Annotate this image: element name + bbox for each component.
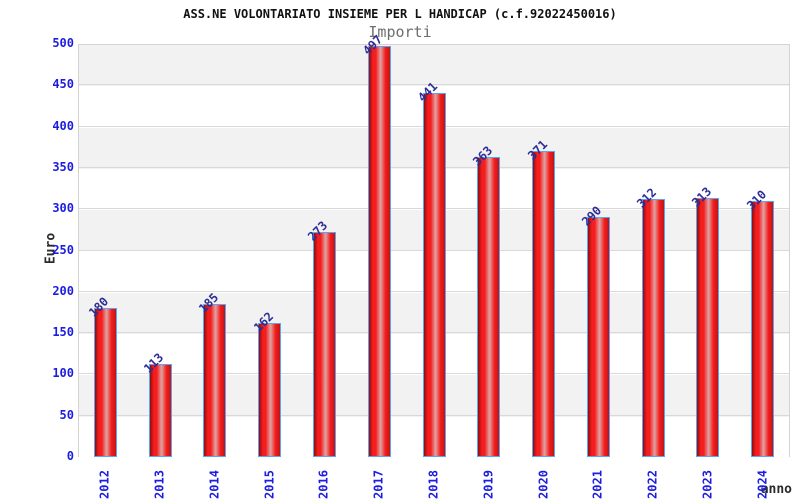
y-tick-label: 400 — [52, 118, 74, 133]
bar-2021 — [586, 217, 610, 457]
x-tick-label: 2015 — [262, 470, 277, 499]
bar-2023 — [696, 198, 720, 457]
y-tick-label: 250 — [52, 242, 74, 257]
x-tick-label: 2019 — [481, 470, 496, 499]
x-tick-label: 2024 — [755, 470, 770, 499]
y-tick-label: 100 — [52, 366, 74, 381]
x-tick-label: 2018 — [426, 470, 441, 499]
bar-2018 — [422, 93, 446, 457]
x-tick-label: 2013 — [152, 470, 167, 499]
y-tick-label: 150 — [52, 325, 74, 340]
x-tick-label: 2022 — [645, 470, 660, 499]
bar-2024 — [751, 201, 775, 457]
bar-2016 — [312, 232, 336, 457]
y-tick-label: 300 — [52, 201, 74, 216]
y-tick-label: 450 — [52, 77, 74, 92]
y-tick-label: 350 — [52, 159, 74, 174]
x-tick-label: 2023 — [700, 470, 715, 499]
bar-2015 — [258, 323, 282, 457]
x-tick-label: 2016 — [316, 470, 331, 499]
bar-2012 — [93, 308, 117, 457]
x-tick-label: 2014 — [207, 470, 222, 499]
plot-band — [79, 45, 789, 87]
x-tick-label: 2012 — [97, 470, 112, 499]
x-tick-label: 2020 — [536, 470, 551, 499]
bar-2022 — [641, 199, 665, 457]
bar-2020 — [532, 151, 556, 457]
bar-2014 — [203, 304, 227, 457]
y-tick-label: 200 — [52, 283, 74, 298]
y-tick-label: 0 — [66, 449, 74, 463]
x-axis-title: anno — [760, 482, 792, 497]
gridline — [79, 84, 789, 86]
y-tick-label: 50 — [59, 407, 74, 422]
x-tick-label: 2017 — [371, 470, 386, 499]
y-tick-label: 500 — [52, 36, 74, 50]
x-tick-label: 2021 — [590, 470, 605, 499]
bar-2013 — [148, 364, 172, 457]
bar-2017 — [367, 46, 391, 457]
chart-title: ASS.NE VOLONTARIATO INSIEME PER L HANDIC… — [183, 7, 617, 21]
chart-subtitle: Importi — [368, 23, 432, 41]
bar-2019 — [477, 157, 501, 457]
